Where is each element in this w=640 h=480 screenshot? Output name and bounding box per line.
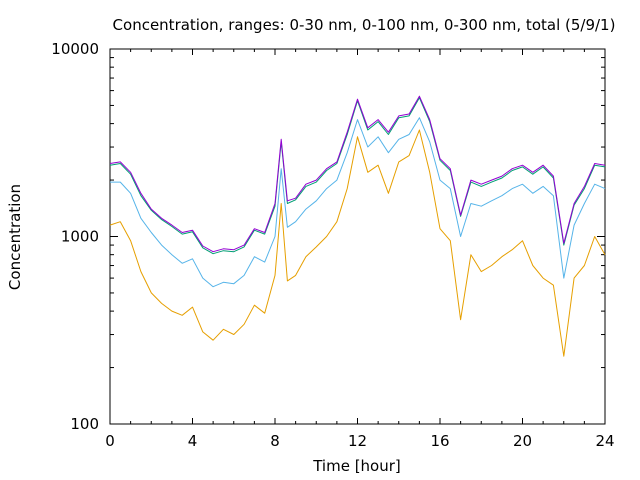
y-axis-title: Concentration xyxy=(6,184,24,290)
x-tick-label: 12 xyxy=(348,432,367,450)
x-axis-title: Time [hour] xyxy=(312,457,401,475)
y-axis: 100 1000 10000 xyxy=(51,40,605,433)
y-tick-label: 10000 xyxy=(51,40,99,58)
x-tick-label: 16 xyxy=(430,432,449,450)
plot-frame xyxy=(109,48,606,425)
x-tick-label: 24 xyxy=(595,432,614,450)
series-layer xyxy=(109,95,606,357)
series-line-1 xyxy=(109,97,606,255)
series-line-3 xyxy=(109,129,606,357)
x-tick-label: 4 xyxy=(188,432,198,450)
chart-title: Concentration, ranges: 0-30 nm, 0-100 nm… xyxy=(113,16,616,34)
series-line-2 xyxy=(110,117,606,288)
x-tick-label: 8 xyxy=(270,432,280,450)
series-line-0 xyxy=(109,95,606,253)
x-tick-label: 20 xyxy=(513,432,532,450)
x-axis: 0 4 8 12 16 20 24 xyxy=(105,49,615,450)
y-tick-label: 1000 xyxy=(61,228,99,246)
y-tick-label: 100 xyxy=(70,415,99,433)
x-tick-label: 0 xyxy=(105,432,115,450)
